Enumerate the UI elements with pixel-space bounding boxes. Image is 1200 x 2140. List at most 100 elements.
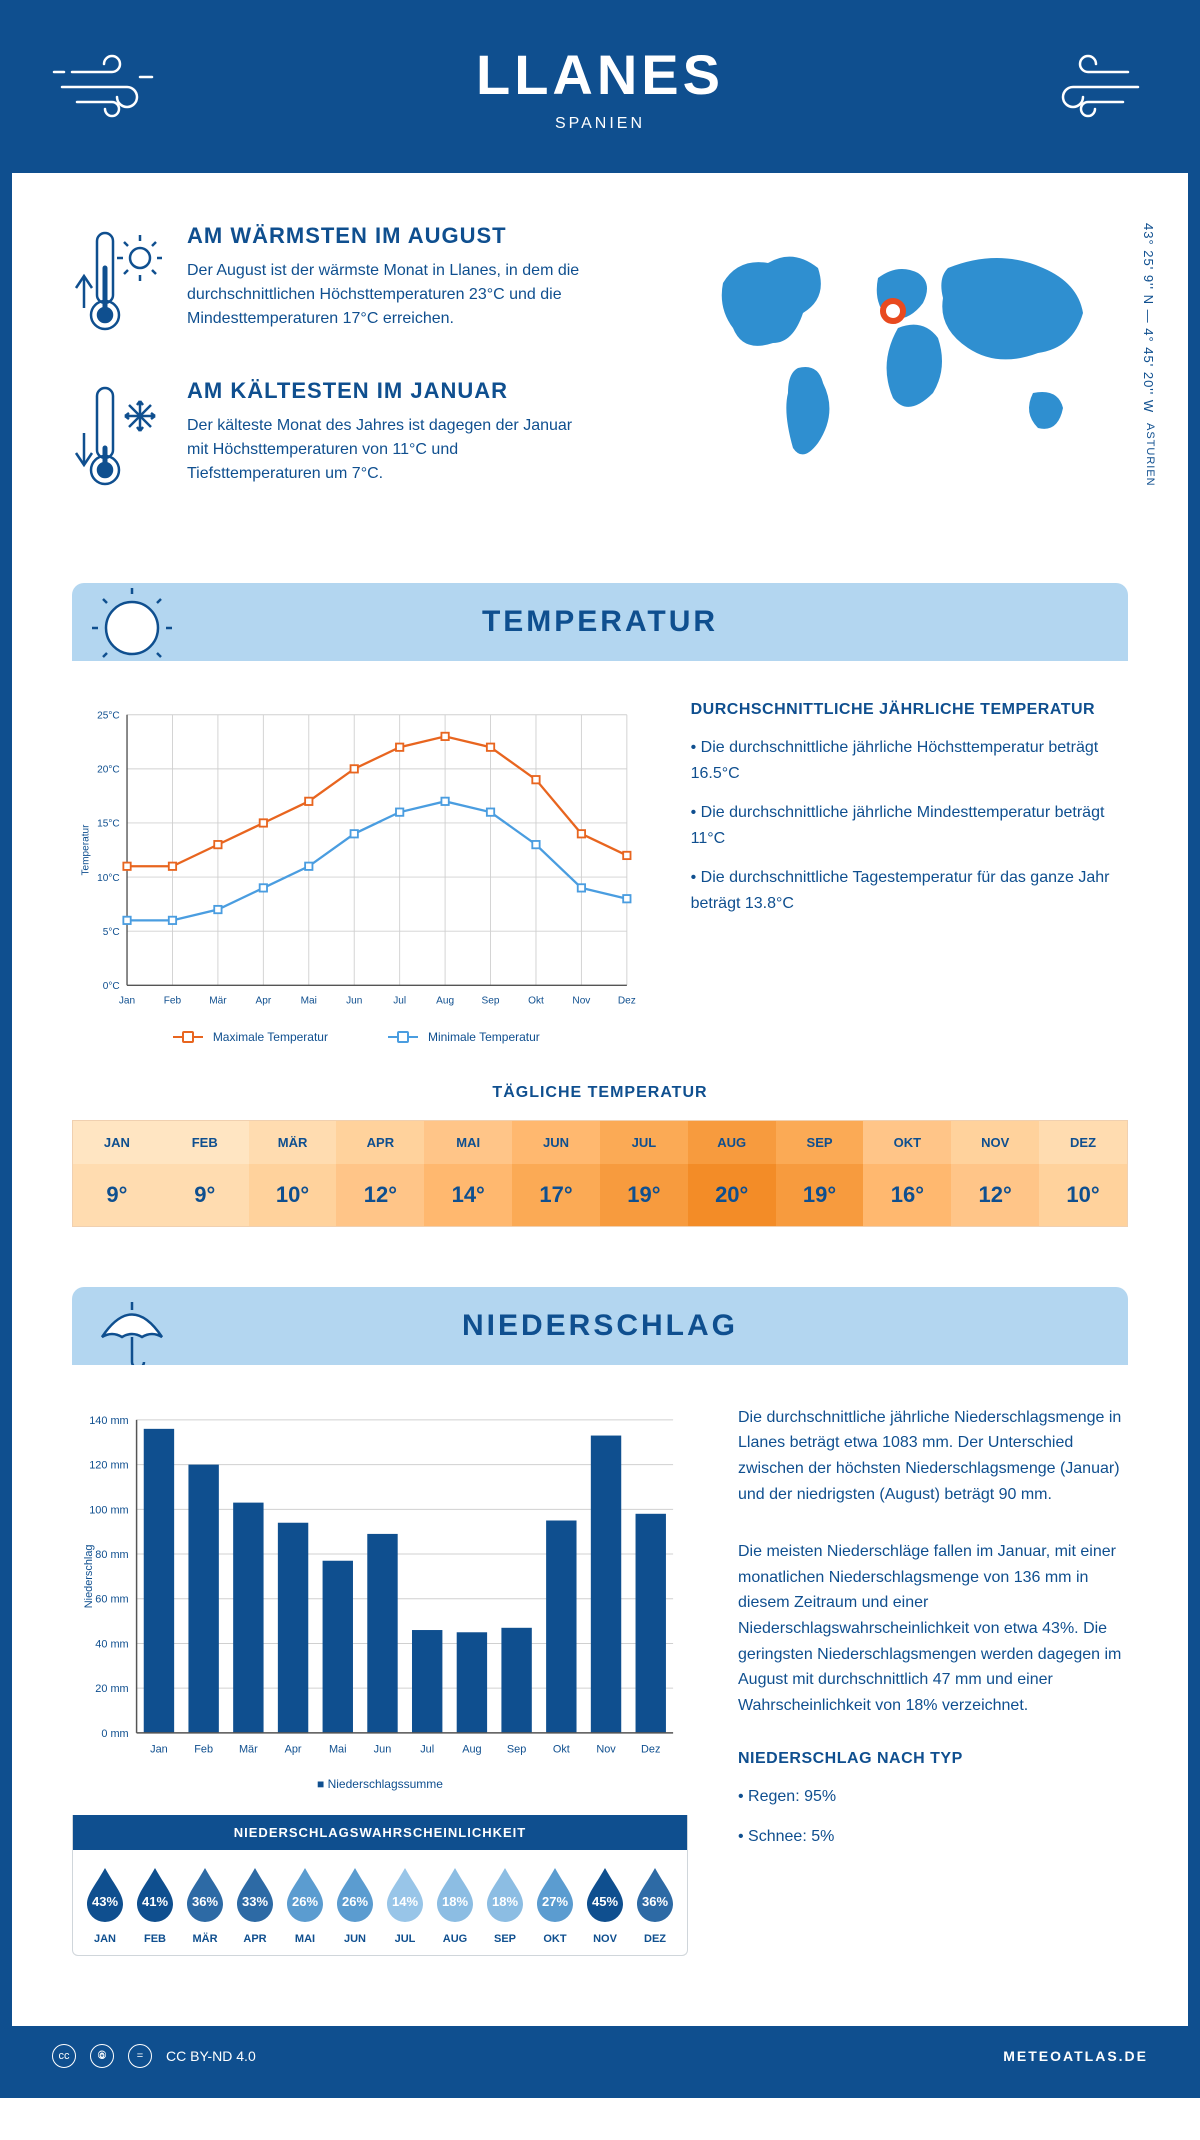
temp-bullet: • Die durchschnittliche jährliche Höchst… (691, 735, 1128, 786)
svg-text:26%: 26% (342, 1894, 368, 1909)
raindrop-icon: 41% (131, 1864, 179, 1922)
svg-text:36%: 36% (192, 1894, 218, 1909)
svg-text:Jan: Jan (119, 996, 135, 1007)
svg-text:Jan: Jan (150, 1744, 168, 1756)
svg-text:40 mm: 40 mm (95, 1638, 128, 1650)
svg-text:27%: 27% (542, 1894, 568, 1909)
chart-legend: Maximale Temperatur Minimale Temperatur (72, 1030, 641, 1044)
svg-text:Aug: Aug (462, 1744, 481, 1756)
raindrop-icon: 14% (381, 1864, 429, 1922)
svg-text:Apr: Apr (285, 1744, 302, 1756)
raindrop-icon: 45% (581, 1864, 629, 1922)
svg-text:10°C: 10°C (97, 873, 120, 884)
svg-text:Temperatur: Temperatur (81, 824, 92, 876)
svg-text:Jun: Jun (374, 1744, 392, 1756)
by-icon: 🞋 (90, 2044, 114, 2068)
precip-bar-chart: 0 mm20 mm40 mm60 mm80 mm100 mm120 mm140 … (72, 1405, 688, 1957)
heat-cell: JAN 9° (73, 1121, 161, 1226)
precip-type-bullet: • Schnee: 5% (738, 1824, 1128, 1850)
svg-text:Jun: Jun (346, 996, 362, 1007)
warmest-summary: AM WÄRMSTEN IM AUGUST Der August ist der… (72, 223, 648, 343)
legend-max-label: Maximale Temperatur (213, 1030, 328, 1044)
svg-text:33%: 33% (242, 1894, 268, 1909)
svg-text:25°C: 25°C (97, 710, 120, 721)
umbrella-icon (87, 1292, 177, 1365)
prob-cell: 18% AUG (431, 1864, 479, 1945)
heat-cell: MAI 14° (424, 1121, 512, 1226)
svg-text:18%: 18% (442, 1894, 468, 1909)
svg-text:0°C: 0°C (103, 981, 120, 992)
svg-text:60 mm: 60 mm (95, 1594, 128, 1606)
svg-text:0 mm: 0 mm (101, 1728, 128, 1740)
heat-cell: AUG 20° (688, 1121, 776, 1226)
precip-paragraph: Die meisten Niederschläge fallen im Janu… (738, 1539, 1128, 1718)
raindrop-icon: 26% (281, 1864, 329, 1922)
svg-text:26%: 26% (292, 1894, 318, 1909)
svg-text:Mai: Mai (301, 996, 317, 1007)
svg-text:14%: 14% (392, 1894, 418, 1909)
svg-text:Jul: Jul (420, 1744, 434, 1756)
prob-title: NIEDERSCHLAGSWAHRSCHEINLICHKEIT (73, 1815, 687, 1850)
svg-text:140 mm: 140 mm (89, 1415, 128, 1427)
heat-cell: APR 12° (336, 1121, 424, 1226)
warmest-title: AM WÄRMSTEN IM AUGUST (187, 223, 587, 249)
svg-text:Sep: Sep (482, 996, 500, 1007)
raindrop-icon: 33% (231, 1864, 279, 1922)
raindrop-icon: 36% (631, 1864, 679, 1922)
thermometer-hot-icon (72, 223, 162, 343)
svg-text:Okt: Okt (528, 996, 544, 1007)
cc-icon: cc (52, 2044, 76, 2068)
temperature-title: TEMPERATUR (102, 605, 1098, 639)
raindrop-icon: 43% (81, 1864, 129, 1922)
svg-text:Mär: Mär (209, 996, 227, 1007)
svg-text:Dez: Dez (618, 996, 636, 1007)
thermometer-cold-icon (72, 378, 162, 498)
raindrop-icon: 18% (431, 1864, 479, 1922)
heat-cell: FEB 9° (161, 1121, 249, 1226)
svg-text:Sep: Sep (507, 1744, 526, 1756)
precip-legend: Niederschlagssumme (72, 1777, 688, 1791)
prob-cell: 33% APR (231, 1864, 279, 1945)
nd-icon: = (128, 2044, 152, 2068)
prob-cell: 26% JUN (331, 1864, 379, 1945)
svg-text:Jul: Jul (393, 996, 406, 1007)
heat-cell: NOV 12° (951, 1121, 1039, 1226)
prob-cell: 43% JAN (81, 1864, 129, 1945)
temperature-banner: TEMPERATUR (72, 583, 1128, 661)
svg-text:18%: 18% (492, 1894, 518, 1909)
raindrop-icon: 27% (531, 1864, 579, 1922)
svg-text:20 mm: 20 mm (95, 1683, 128, 1695)
temp-bullet: • Die durchschnittliche Tagestemperatur … (691, 865, 1128, 916)
heat-cell: JUN 17° (512, 1121, 600, 1226)
heat-cell: DEZ 10° (1039, 1121, 1127, 1226)
svg-text:Niederschlag: Niederschlag (83, 1544, 95, 1608)
site-name: METEOATLAS.DE (1003, 2048, 1148, 2064)
svg-text:80 mm: 80 mm (95, 1549, 128, 1561)
svg-text:36%: 36% (642, 1894, 668, 1909)
svg-text:Feb: Feb (194, 1744, 213, 1756)
svg-text:Dez: Dez (641, 1744, 660, 1756)
world-map: 43° 25' 9'' N — 4° 45' 20'' W ASTURIEN (688, 223, 1128, 533)
daily-temp-table: JAN 9° FEB 9° MÄR 10° APR 12° MAI 14° JU… (72, 1120, 1128, 1227)
svg-text:41%: 41% (142, 1894, 168, 1909)
coldest-text: Der kälteste Monat des Jahres ist dagege… (187, 414, 587, 486)
heat-cell: OKT 16° (863, 1121, 951, 1226)
svg-text:Nov: Nov (572, 996, 590, 1007)
sun-icon (87, 588, 177, 661)
legend-min-label: Minimale Temperatur (428, 1030, 540, 1044)
license-text: CC BY-ND 4.0 (166, 2048, 256, 2064)
prob-cell: 36% DEZ (631, 1864, 679, 1945)
svg-text:45%: 45% (592, 1894, 618, 1909)
precip-probability-box: NIEDERSCHLAGSWAHRSCHEINLICHKEIT 43% JAN … (72, 1815, 688, 1956)
svg-text:Mai: Mai (329, 1744, 347, 1756)
raindrop-icon: 18% (481, 1864, 529, 1922)
svg-text:Feb: Feb (164, 996, 182, 1007)
precip-text: Die durchschnittliche jährliche Niedersc… (738, 1405, 1128, 1957)
prob-cell: 41% FEB (131, 1864, 179, 1945)
precip-type-heading: NIEDERSCHLAG NACH TYP (738, 1750, 1128, 1768)
precip-banner: NIEDERSCHLAG (72, 1287, 1128, 1365)
svg-text:43%: 43% (92, 1894, 118, 1909)
header: LLANES SPANIEN (12, 12, 1188, 173)
raindrop-icon: 36% (181, 1864, 229, 1922)
temp-stats-heading: DURCHSCHNITTLICHE JÄHRLICHE TEMPERATUR (691, 701, 1128, 719)
